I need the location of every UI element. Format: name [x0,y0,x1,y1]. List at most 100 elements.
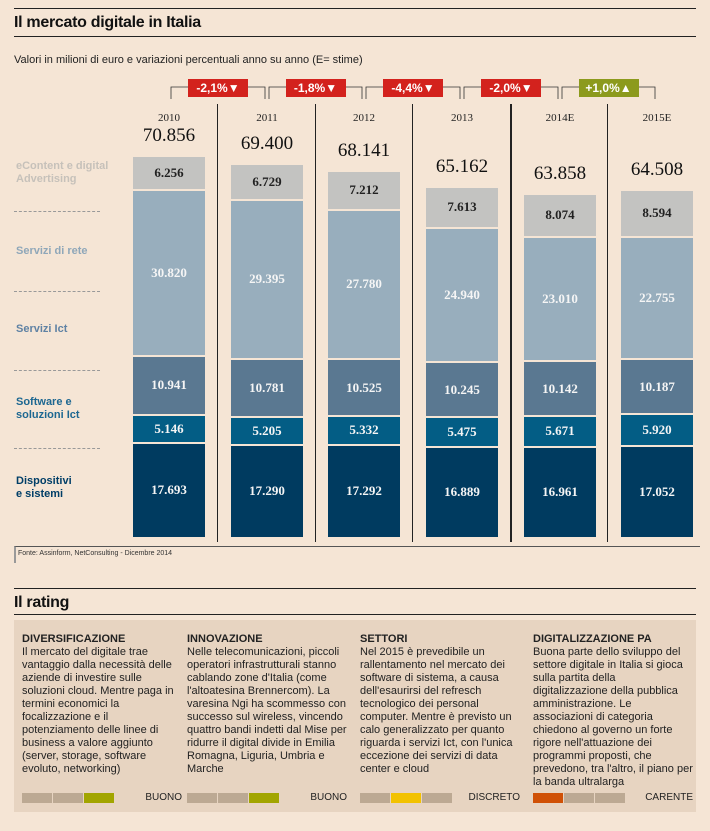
change-badge: -4,4%▼ [383,79,443,97]
rating-meter [22,793,114,803]
rating-heading: INNOVAZIONE [187,633,263,645]
meter-cell [53,793,83,803]
meter-cell [249,793,279,803]
bar-segment: 6.256 [133,155,205,189]
column-divider [607,104,608,542]
rating-grade: BUONO [310,792,347,803]
bar-segment: 10.941 [133,354,205,414]
bar-segment: 10.245 [426,361,498,417]
rating-meter [187,793,279,803]
category-label: eContent e digital Advertising [16,160,109,185]
meter-cell [22,793,52,803]
total-label: 65.162 [435,155,489,177]
rating-text: Nelle telecomunicazioni, piccoli operato… [187,646,347,775]
bar-segment: 5.205 [231,415,303,444]
rating-text: Il mercato del digitale trae vantaggio d… [22,646,174,775]
rating-grade: BUONO [145,792,182,803]
rating-text: Nel 2015 è prevedibile un rallentamento … [360,646,513,775]
separator [14,448,100,449]
category-label: Software e soluzioni Ict [16,396,80,421]
rating-column: DIGITALIZZAZIONE PA Buona parte dello svi… [533,633,693,789]
meter-cell [84,793,114,803]
bar-segment: 24.940 [426,226,498,362]
bar-segment: 29.395 [231,199,303,358]
bar-segment: 17.292 [328,443,400,537]
change-badge: -1,8%▼ [285,79,346,97]
bar-segment: 10.781 [231,357,303,416]
bar-segment: 27.780 [328,208,400,359]
meter-cell [422,793,452,803]
change-badge: -2,0%▼ [481,79,541,97]
rating-meter [360,793,452,803]
separator [14,211,100,212]
bar-segment: 8.074 [524,192,596,237]
rating-grade: CARENTE [645,792,693,803]
year-label: 2014E [545,112,575,124]
bar-segment: 7.613 [426,185,498,227]
total-label: 69.400 [240,132,294,154]
rating-meter [533,793,625,803]
meter-cell [360,793,390,803]
total-label: 63.858 [533,162,587,184]
bar-segment: 17.693 [133,441,205,537]
column-divider [315,104,316,542]
bar-segment: 5.920 [621,413,693,446]
category-label: Servizi di rete [16,245,88,257]
year-label: 2011 [256,112,278,124]
rating-heading: DIGITALIZZAZIONE PA [533,633,652,645]
year-label: 2015E [642,112,672,124]
separator [14,291,100,292]
source-note: Fonte: Assinform, NetConsulting - Dicemb… [14,546,700,563]
category-label: Servizi Ict [16,323,68,335]
bar-segment: 6.729 [231,162,303,200]
chart-title: Il mercato digitale in Italia [14,14,201,31]
bar-segment: 16.889 [426,445,498,537]
bar-segment: 10.142 [524,360,596,415]
rating-grade: DISCRETO [468,792,521,803]
chart-subtitle: Valori in milioni di euro e variazioni p… [14,54,363,66]
rating-text: Buona parte dello sviluppo del settore d… [533,646,693,788]
bar-segment: 5.671 [524,414,596,446]
change-badge: +1,0%▲ [578,79,639,97]
year-label: 2010 [158,112,180,124]
bar-segment: 10.525 [328,358,400,416]
change-brackets [170,86,656,99]
rating-rule [14,614,696,615]
change-badge: -2,1%▼ [188,79,248,97]
bar-segment: 5.332 [328,415,400,444]
total-label: 68.141 [337,139,391,161]
rating-column: INNOVAZIONE Nelle telecomunicazioni, picc… [187,633,347,776]
rating-title: Il rating [14,594,70,611]
bar-segment: 5.475 [426,416,498,446]
column-divider [217,104,218,542]
meter-cell [595,793,625,803]
meter-cell [218,793,248,803]
meter-cell [391,793,421,803]
separator [14,370,100,371]
rating-heading: SETTORI [360,633,408,645]
bar-segment: 5.146 [133,413,205,442]
bar-segment: 8.594 [621,189,693,236]
bar-segment: 17.290 [231,443,303,537]
rating-panel: DIVERSIFICAZIONE Il mercato del digitale … [14,620,696,812]
bar-segment: 22.755 [621,235,693,359]
rating-column: SETTORI Nel 2015 è prevedibile un rallent… [360,633,520,776]
bar-segment: 16.961 [524,445,596,537]
bar-segment: 17.052 [621,445,693,537]
meter-cell [187,793,217,803]
year-label: 2012 [353,112,375,124]
top-rule [14,8,696,9]
bar-segment: 7.212 [328,169,400,209]
category-label: Dispositivi e sistemi [16,475,72,500]
meter-cell [564,793,594,803]
column-divider [510,104,512,542]
rating-column: DIVERSIFICAZIONE Il mercato del digitale … [22,633,182,776]
section-rule [14,588,696,589]
meter-cell [533,793,563,803]
year-label: 2013 [451,112,473,124]
rating-heading: DIVERSIFICAZIONE [22,633,126,645]
column-divider [412,104,413,542]
bar-segment: 23.010 [524,236,596,361]
bar-segment: 10.187 [621,358,693,414]
